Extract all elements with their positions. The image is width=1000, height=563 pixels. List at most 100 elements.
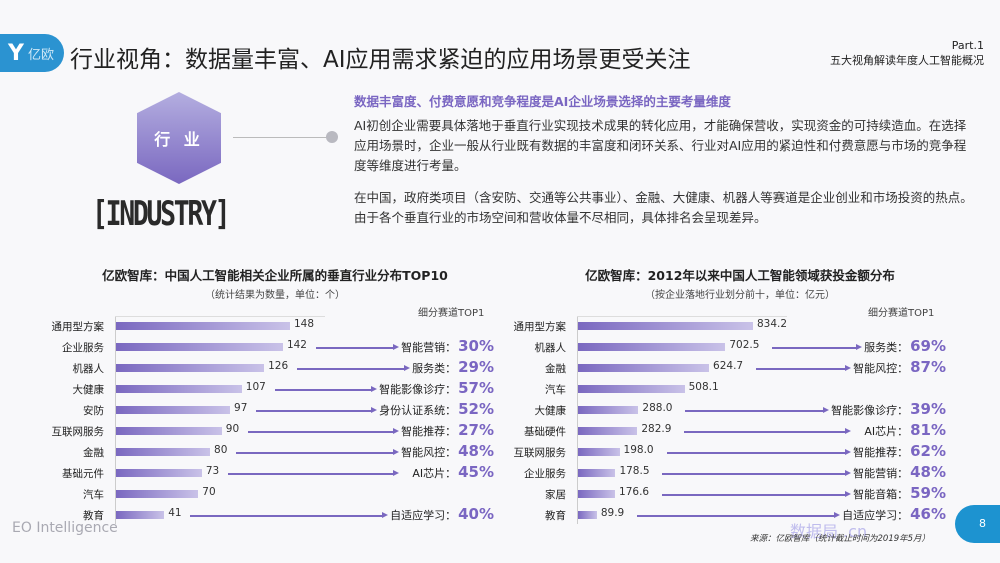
arrow: [772, 344, 862, 350]
bar: [116, 343, 283, 351]
annotation-percent: 87%: [910, 358, 946, 376]
value-label: 282.9: [641, 423, 672, 435]
annotation: AI芯片： 45%: [412, 463, 494, 481]
annotation-percent: 30%: [458, 337, 494, 355]
category-label: 企业服务: [524, 468, 566, 480]
annotation-header: 细分赛道TOP1: [868, 308, 935, 319]
industry-heading: [INDUSTRY]: [92, 194, 231, 234]
category-label: 安防: [83, 405, 104, 417]
annotation-label: 智能推荐：: [853, 446, 909, 459]
bar: [116, 322, 290, 330]
category-label: 基础硬件: [524, 426, 566, 438]
bar: [116, 511, 165, 519]
value-label: 90: [225, 423, 240, 435]
bar: [578, 406, 639, 414]
part-label: Part.1 五大视角解读年度人工智能概况: [830, 38, 984, 68]
annotation: 智能影像诊疗： 39%: [831, 400, 946, 418]
intro-paragraph-1: AI初创企业需要具体落地于垂直行业实现技术成果的转化应用，才能确保营收，实现资金…: [354, 118, 967, 173]
annotation: 智能音箱： 59%: [853, 484, 946, 502]
annotation-header: 细分赛道TOP1: [418, 308, 485, 319]
bar: [578, 469, 616, 477]
value-label: 508.1: [688, 381, 719, 393]
annotation-percent: 29%: [458, 358, 494, 376]
annotation: 自适应学习： 46%: [842, 505, 946, 523]
value-label: 80: [214, 444, 228, 456]
annotation: 智能推荐： 62%: [853, 442, 946, 460]
bar: [578, 490, 616, 498]
annotation-label: AI芯片：: [412, 467, 457, 480]
annotation: 身份认证系统： 52%: [379, 400, 494, 418]
chart-axis: [115, 316, 116, 524]
annotation-percent: 69%: [910, 337, 946, 355]
chart-title: 亿欧智库：2012年以来中国人工智能领域获投金额分布: [585, 268, 895, 283]
annotation-label: 自适应学习：: [842, 509, 909, 522]
arrow: [247, 428, 400, 434]
category-label: 通用型方案: [513, 321, 567, 333]
page-number: 8: [955, 505, 1000, 543]
annotation-label: 智能风控：: [401, 446, 457, 459]
bar: [578, 343, 726, 351]
category-label: 互联网服务: [513, 447, 567, 459]
value-label: 288.0: [642, 402, 673, 414]
annotation-percent: 62%: [910, 442, 946, 460]
annotation-label: 身份认证系统：: [379, 404, 457, 417]
footer-brand: EO Intelligence: [12, 520, 118, 536]
category-label: 教育: [83, 510, 104, 522]
annotation-percent: 52%: [458, 400, 494, 418]
page-title: 行业视角：数据量丰富、AI应用需求紧迫的应用场景更受关注: [70, 47, 691, 73]
intro-subtitle: 数据丰富度、付费意愿和竞争程度是AI企业场景选择的主要考量维度: [354, 94, 731, 109]
arrow: [636, 512, 841, 518]
arrow: [297, 365, 410, 371]
part-number: Part.1: [951, 39, 984, 52]
annotation: 智能营销： 48%: [853, 463, 946, 481]
bar: [116, 448, 211, 456]
annotation: 服务类： 29%: [412, 358, 494, 376]
value-label: 97: [234, 402, 248, 414]
value-label: 148: [294, 318, 315, 330]
annotation-label: 智能影像诊疗：: [831, 404, 909, 417]
arrow: [684, 428, 851, 434]
category-label: 金融: [545, 363, 566, 375]
annotation-label: 服务类：: [412, 362, 457, 375]
value-label: 178.5: [619, 465, 650, 477]
chart-axis: [577, 316, 578, 524]
logo-y-icon: Y: [8, 40, 24, 66]
bar: [116, 385, 242, 393]
annotation-label: 智能营销：: [853, 467, 909, 480]
annotation-percent: 46%: [910, 505, 946, 523]
watermark: 数据局 .cn: [790, 522, 868, 541]
arrow: [256, 407, 377, 413]
arrow: [756, 365, 851, 371]
arrow: [666, 449, 852, 455]
category-label: 通用型方案: [51, 321, 105, 333]
value-label: 107: [245, 381, 266, 393]
bar: [578, 322, 753, 330]
value-label: 624.7: [713, 360, 744, 372]
value-label: 176.6: [619, 486, 650, 498]
chart-subtitle: （按企业落地行业划分前十，单位：亿元）: [645, 290, 835, 301]
chart-subtitle: （统计结果为数量，单位：个）: [205, 290, 345, 301]
part-subtitle: 五大视角解读年度人工智能概况: [830, 54, 984, 67]
annotation: 智能推荐： 27%: [401, 421, 494, 439]
source-note: 来源：亿欧智库（统计截止时间为2019年5月）: [750, 534, 931, 544]
eo-logo: Y 亿欧: [0, 34, 64, 72]
annotation-label: AI芯片：: [864, 425, 909, 438]
value-label: 41: [168, 507, 182, 519]
bar: [116, 469, 202, 477]
annotation-percent: 45%: [458, 463, 494, 481]
category-label: 金融: [83, 447, 104, 459]
arrow: [662, 491, 851, 497]
arrow: [190, 512, 388, 518]
category-label: 家居: [545, 489, 566, 501]
annotation-percent: 81%: [910, 421, 946, 439]
annotation: 智能风控： 48%: [401, 442, 494, 460]
category-label: 汽车: [83, 489, 104, 501]
annotation-percent: 39%: [910, 400, 946, 418]
category-label: 教育: [545, 510, 566, 522]
annotation-percent: 48%: [910, 463, 946, 481]
annotation-label: 服务类：: [864, 341, 909, 354]
annotation: 智能风控： 87%: [853, 358, 946, 376]
value-label: 126: [268, 360, 289, 372]
annotation: AI芯片： 81%: [864, 421, 946, 439]
annotation: 服务类： 69%: [864, 337, 946, 355]
